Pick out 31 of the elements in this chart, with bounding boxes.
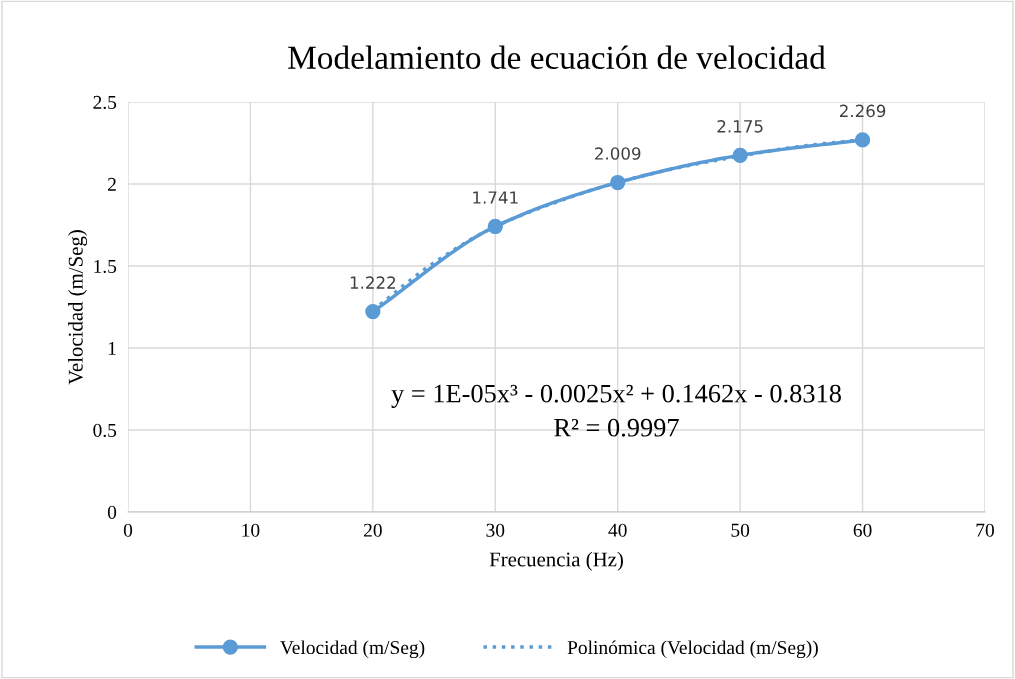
y-tick-label: 2.5 — [93, 95, 117, 110]
y-axis-title: Velocidad (m/Seg) — [68, 230, 88, 385]
x-tick-label: 40 — [608, 523, 627, 537]
annotation: y = 1E-05x³ - 0.0025x² + 0.1462x - 0.8318 — [391, 384, 841, 408]
point — [610, 174, 626, 191]
x-tick-label: 20 — [363, 523, 382, 537]
data-label: 1.741 — [473, 191, 518, 204]
legend-label: Velocidad (m/Seg) — [280, 640, 425, 659]
legend-label: Polinómica (Velocidad (m/Seg)) — [567, 640, 818, 659]
point — [487, 218, 503, 235]
point — [854, 132, 871, 148]
annotation: R² = 0.9997 — [554, 418, 679, 437]
y-tick-label: 1 — [108, 341, 116, 355]
point — [732, 147, 748, 163]
x-tick-label: 60 — [853, 523, 872, 537]
x-tick-label: 50 — [731, 523, 750, 537]
y-tick-label: 1.5 — [94, 259, 117, 274]
x-axis-title: Frecuencia (Hz) — [489, 551, 623, 571]
y-tick-label: 0 — [107, 505, 117, 519]
data-label: 2.009 — [595, 147, 641, 160]
point — [365, 303, 381, 320]
data-label: 1.222 — [350, 276, 396, 289]
x-tick-label: 10 — [242, 523, 260, 537]
y-tick-label: 2 — [108, 177, 116, 191]
y-tick-label: 0.5 — [93, 423, 117, 438]
x-tick-label: 70 — [976, 523, 994, 537]
x-tick-label: 0 — [123, 523, 133, 537]
chart-title: Modelamiento de ecuación de velocidad — [288, 45, 826, 69]
x-tick-label: 30 — [486, 523, 505, 537]
data-label: 2.175 — [717, 120, 763, 133]
data-label: 2.269 — [839, 104, 886, 118]
